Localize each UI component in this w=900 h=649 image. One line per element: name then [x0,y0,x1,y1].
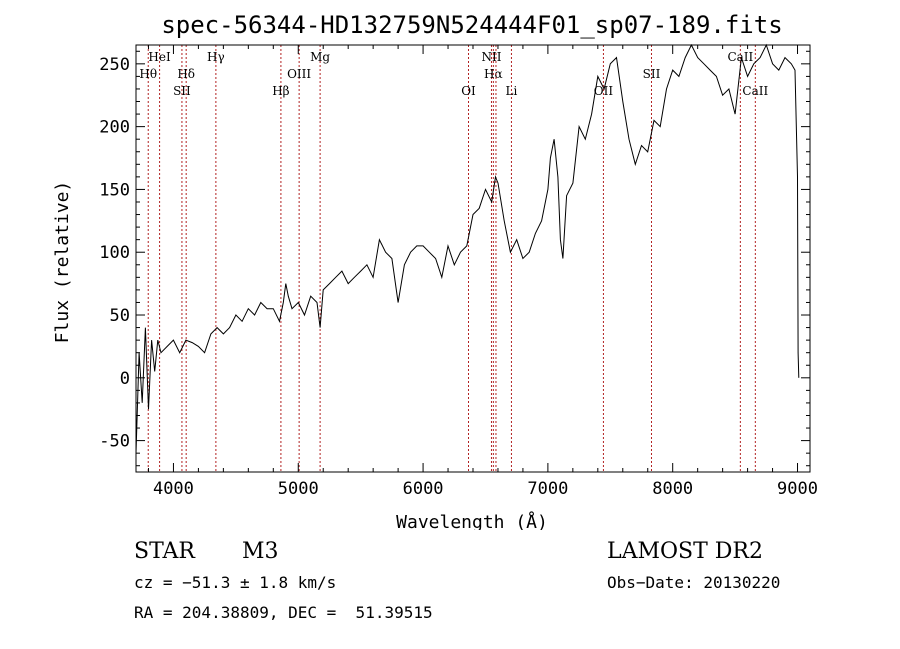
line-label-9: NII [481,50,501,64]
survey-name: LAMOST DR2 [607,539,763,564]
line-label-15: CaII [727,50,753,64]
coordinates: RA = 204.38809, DEC = 51.39515 [134,603,433,622]
x-axis-label: Wavelength (Å) [396,511,548,530]
chart-title: spec-56344-HD132759N524444F01_sp07-189.f… [161,11,782,39]
line-label-4: Hγ [207,50,225,64]
line-label-1: HeI [148,50,171,64]
line-label-0: Hθ [139,67,157,81]
y-axis-label: Flux (relative) [52,181,73,344]
x-tick-label-3: 7000 [527,479,568,499]
x-tick-label-4: 8000 [652,479,693,499]
spectrum-series [135,43,800,454]
line-label-7: Mg [310,50,330,64]
line-label-2: SII [173,84,191,98]
line-label-5: Hβ [272,84,289,98]
line-label-14: SII [643,67,661,81]
y-tick-label-0: -50 [99,432,130,452]
y-tick-label-6: 250 [99,55,130,75]
redshift-velocity: cz = −51.3 ± 1.8 km/s [134,573,337,592]
x-tick-label-1: 5000 [278,479,319,499]
observation-date: Obs−Date: 20130220 [607,573,781,592]
line-label-3: Hδ [177,67,195,81]
line-label-13: OII [594,84,614,98]
y-tick-label-5: 200 [99,118,130,138]
x-tick-label-5: 9000 [777,479,818,499]
y-axis: -50 0 50 100 150 200 250 [99,50,810,467]
plot-frame [135,44,811,473]
y-tick-label-2: 50 [110,306,130,326]
spectrum-line [135,43,800,454]
y-tick-label-4: 150 [99,180,130,200]
x-tick-label-0: 4000 [153,479,194,499]
line-label-8: OI [461,84,476,98]
spectrum-chart: spec-56344-HD132759N524444F01_sp07-189.f… [52,11,818,530]
y-tick-label-3: 100 [99,243,130,263]
line-label-16: CaII [742,84,768,98]
line-label-10: Hα [484,67,503,81]
line-label-12: Li [506,84,518,98]
y-tick-label-1: 0 [120,369,130,389]
x-tick-label-2: 6000 [403,479,444,499]
object-type: STAR [134,539,195,564]
x-axis: 4000 5000 6000 7000 8000 9000 [147,45,818,499]
object-subclass: M3 [242,539,279,564]
line-label-6: OIII [287,67,311,81]
